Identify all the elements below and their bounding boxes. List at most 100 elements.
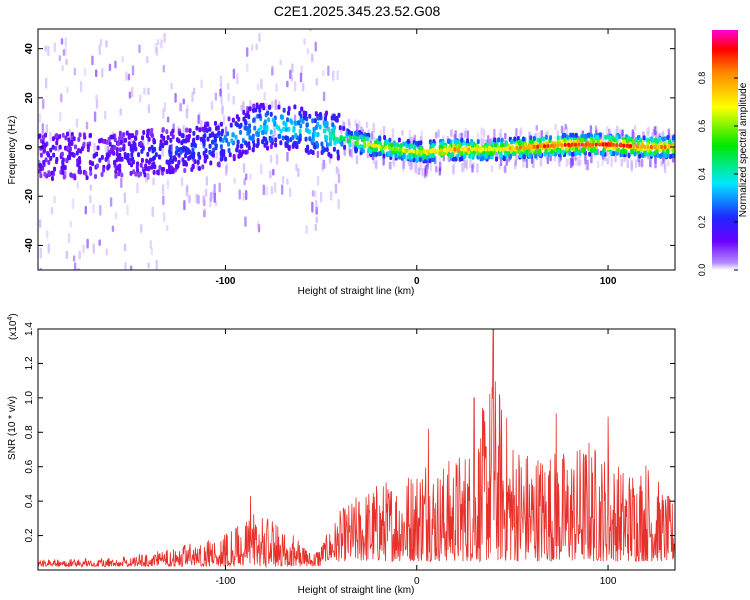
spectrogram-cell xyxy=(431,142,435,148)
spectrogram-cell xyxy=(548,146,552,152)
spectrogram-cell xyxy=(324,110,328,116)
spectrogram-cell xyxy=(293,120,297,126)
spectrogram-cell xyxy=(88,159,92,165)
spectrogram-cell xyxy=(125,130,129,136)
spectrogram-noise-cell xyxy=(83,67,87,77)
spectrogram-peak-cell xyxy=(439,148,443,153)
spectrogram-noise-cell xyxy=(530,157,534,164)
spectrogram-peak-cell xyxy=(653,145,657,150)
spectrogram-peak-cell xyxy=(584,142,588,147)
spectrogram-cell xyxy=(183,168,187,174)
colorbar-scale xyxy=(712,30,738,270)
spectrogram-noise-cell xyxy=(64,37,68,48)
spectrogram-cell xyxy=(332,146,336,152)
spectrogram-cell xyxy=(118,147,122,153)
spectrogram-cell xyxy=(113,159,117,165)
spectrogram-noise-cell xyxy=(269,154,273,164)
spectrogram-cell xyxy=(321,145,325,151)
spectrogram-cell xyxy=(327,151,331,157)
spectrogram-noise-cell xyxy=(263,91,266,101)
spectrogram-noise-cell xyxy=(120,177,123,189)
spectrogram-noise-cell xyxy=(309,29,312,32)
spectrogram-cell xyxy=(318,124,322,130)
spectrogram-cell xyxy=(58,133,62,139)
spectrogram-peak-cell xyxy=(663,145,667,150)
spectrogram-cell xyxy=(620,149,624,155)
spectrogram-noise-cell xyxy=(147,87,150,96)
spectrogram-cell xyxy=(389,142,393,148)
spectrogram-noise-cell xyxy=(197,194,200,205)
spectrogram-cell xyxy=(159,139,163,145)
spectrogram-noise-cell xyxy=(147,262,150,269)
spectrogram-cell xyxy=(413,144,417,150)
spectrogram-noise-cell xyxy=(67,233,71,244)
spectrogram-cell xyxy=(115,165,119,171)
spectrogram-cell xyxy=(255,104,259,110)
spectrogram-noise-cell xyxy=(504,165,507,175)
spectrogram-cell xyxy=(174,156,178,162)
spectrogram-cell xyxy=(569,132,573,138)
spectrogram-peak-cell xyxy=(536,144,540,149)
spectrogram-noise-cell xyxy=(647,126,651,137)
spectrogram-noise-cell xyxy=(119,108,122,116)
spectrogram-peak-cell xyxy=(443,148,447,153)
spectrogram-cell xyxy=(656,152,660,158)
spectrogram-cell xyxy=(412,157,416,163)
spectrogram-cell xyxy=(630,149,634,155)
spectrogram-peak-cell xyxy=(432,148,436,153)
spectrogram-cell xyxy=(247,141,251,147)
spectrogram-cell xyxy=(518,153,522,159)
spectrogram-cell xyxy=(323,128,327,134)
spectrogram-cell xyxy=(658,136,662,142)
spectrogram-cell xyxy=(220,130,224,136)
spectrogram-cell xyxy=(387,150,391,156)
spectrogram-cell xyxy=(314,131,318,137)
spectrogram-noise-cell xyxy=(163,101,167,112)
spectrogram-noise-cell xyxy=(154,42,158,53)
spectrogram-noise-cell xyxy=(631,129,634,140)
spectrogram-noise-cell xyxy=(654,157,657,169)
spectrogram-cell xyxy=(117,171,121,177)
spectrogram-noise-cell xyxy=(293,114,297,123)
spectrogram-noise-cell xyxy=(606,157,609,165)
spectrogram-cell xyxy=(298,128,302,134)
spectrogram-cell xyxy=(217,162,221,168)
spectrogram-cell xyxy=(494,142,498,148)
spectrogram-cell xyxy=(130,162,134,168)
spectrogram-noise-cell xyxy=(663,160,666,171)
spectrogram-cell xyxy=(47,160,51,166)
spectrogram-cell xyxy=(363,143,367,149)
spectrogram-cell xyxy=(208,126,212,132)
spectrogram-cell xyxy=(263,142,267,148)
spectrogram-noise-cell xyxy=(89,184,93,191)
spectrogram-cell xyxy=(369,149,373,155)
spectrogram-cell xyxy=(168,169,172,175)
spectrogram-cell xyxy=(261,102,265,108)
spectrogram-cell xyxy=(192,137,196,143)
spectrogram-noise-cell xyxy=(286,178,289,186)
spectrogram-cell xyxy=(517,139,521,145)
spectrogram-cell xyxy=(265,124,269,130)
spectrogram-cell xyxy=(118,130,122,136)
spectrogram-noise-cell xyxy=(244,216,247,227)
spectrogram-noise-cell xyxy=(204,188,208,197)
spectrogram-noise-cell xyxy=(271,65,274,76)
spectrogram-noise-cell xyxy=(476,163,479,173)
spectrogram-peak-cell xyxy=(501,146,505,151)
spectrogram-cell xyxy=(385,139,389,145)
spectrogram-cell xyxy=(406,154,410,160)
spectrogram-cell xyxy=(64,135,68,141)
spectrogram-noise-cell xyxy=(58,54,62,62)
spectrogram-noise-cell xyxy=(242,192,245,202)
spectrogram-cell xyxy=(227,116,231,122)
spectrogram-cell xyxy=(120,156,124,162)
spectrogram-cell xyxy=(287,106,291,112)
spectrogram-noise-cell xyxy=(150,247,154,256)
spectrogram-peak-cell xyxy=(580,142,584,147)
spectrogram-noise-cell xyxy=(525,158,529,169)
spectrogram-noise-cell xyxy=(47,243,50,254)
spectrogram-cell xyxy=(235,147,239,153)
spectrogram-noise-cell xyxy=(136,182,139,194)
spectrogram-noise-cell xyxy=(49,131,52,142)
spectrogram-cell xyxy=(333,139,337,145)
